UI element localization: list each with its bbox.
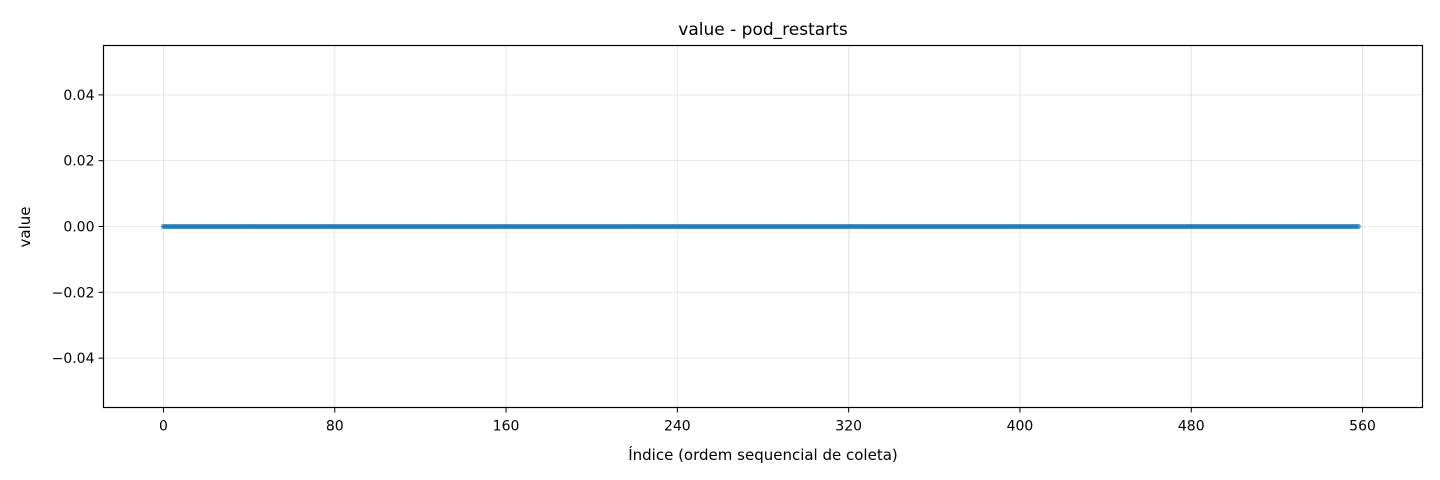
ticks: 0 80 160 240 320 400 480 560 −0.04 −0.02 0.00 0.02 0… <box>52 88 1376 435</box>
x-axis-label: Índice (ordem sequencial de coleta) <box>628 445 898 464</box>
x-tick-label: 240 <box>664 419 691 435</box>
y-tick-label: 0.04 <box>63 88 94 104</box>
y-tick-label: 0.00 <box>63 220 94 236</box>
x-tick-label: 320 <box>835 419 862 435</box>
y-tick-label: −0.04 <box>52 351 95 367</box>
chart-title: value - pod_restarts <box>678 20 848 40</box>
y-tick-label: 0.02 <box>63 154 94 170</box>
x-tick-label: 80 <box>326 419 344 435</box>
y-axis-label: value <box>16 207 34 248</box>
x-tick-label: 400 <box>1007 419 1034 435</box>
x-tick-label: 480 <box>1178 419 1205 435</box>
x-tick-label: 0 <box>159 419 168 435</box>
x-tick-label: 560 <box>1349 419 1376 435</box>
y-tick-label: −0.02 <box>52 285 95 301</box>
data-point <box>1355 223 1361 230</box>
x-tick-label: 160 <box>493 419 520 435</box>
series-layer <box>160 223 1361 230</box>
